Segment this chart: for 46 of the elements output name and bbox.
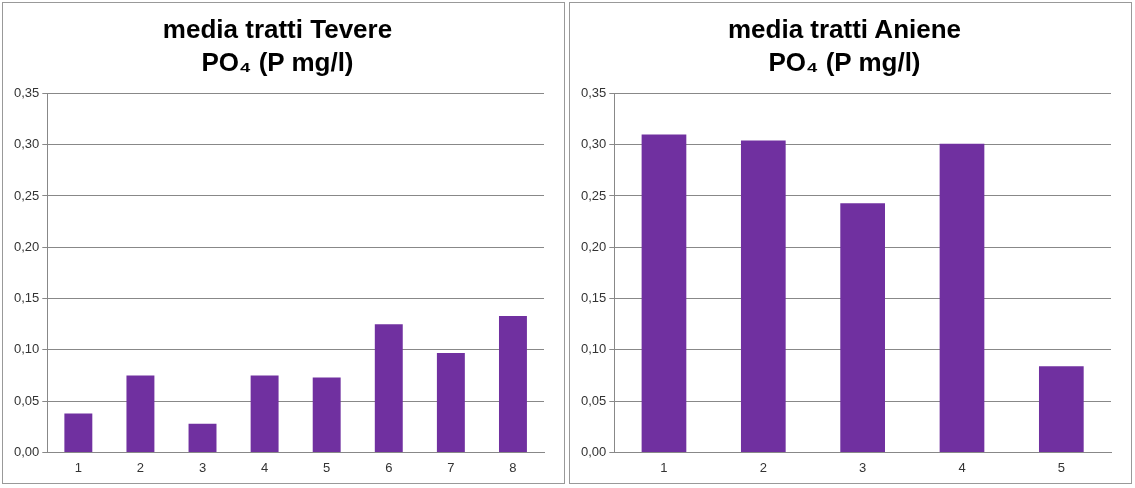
y-tick-label: 0,35 — [580, 84, 607, 100]
bar — [312, 377, 341, 452]
y-tick-label: 0,05 — [13, 392, 40, 408]
x-tick-label: 1 — [660, 459, 668, 475]
y-tick-label: 0,00 — [13, 443, 40, 459]
x-tick-label: 3 — [198, 459, 207, 475]
bar — [188, 423, 217, 452]
x-tick-label: 4 — [260, 459, 269, 475]
chart-title: media tratti Tevere — [162, 13, 393, 44]
x-tick-label: 4 — [958, 459, 966, 475]
bar — [498, 315, 527, 452]
y-tick-label: 0,20 — [13, 238, 40, 254]
x-tick-label: 2 — [136, 459, 145, 475]
bar — [250, 375, 279, 452]
x-tick-label: 1 — [74, 459, 82, 475]
bar — [64, 413, 93, 452]
x-tick-label: 3 — [859, 459, 867, 475]
x-tick-label: 7 — [447, 459, 455, 475]
y-tick-label: 0,15 — [580, 290, 607, 306]
bar — [374, 324, 403, 452]
bar — [641, 134, 687, 452]
y-tick-label: 0,10 — [580, 341, 607, 357]
y-tick-label: 0,15 — [13, 290, 40, 306]
y-tick-label: 0,25 — [13, 187, 40, 203]
x-tick-label: 5 — [1057, 459, 1065, 475]
y-tick-label: 0,20 — [580, 238, 607, 254]
bar — [840, 203, 885, 452]
y-tick-label: 0,10 — [13, 341, 40, 357]
bar — [740, 140, 786, 452]
y-tick-label: 0,05 — [580, 392, 607, 408]
y-tick-label: 0,00 — [580, 443, 607, 459]
chart-title: media tratti Aniene — [727, 13, 962, 44]
y-tick-label: 0,30 — [580, 136, 607, 152]
bar — [1038, 366, 1084, 452]
bar — [126, 375, 155, 452]
bar — [436, 352, 465, 452]
x-tick-label: 6 — [385, 459, 393, 475]
y-tick-label: 0,35 — [13, 84, 40, 100]
chart-subtitle: PO₄ (P mg/l) — [768, 46, 921, 77]
chart-subtitle: PO₄ (P mg/l) — [201, 46, 354, 77]
bar — [939, 143, 985, 452]
y-tick-label: 0,25 — [580, 187, 607, 203]
x-tick-label: 8 — [509, 459, 517, 475]
y-tick-label: 0,30 — [13, 136, 40, 152]
x-tick-label: 5 — [323, 459, 331, 475]
x-tick-label: 2 — [759, 459, 767, 475]
